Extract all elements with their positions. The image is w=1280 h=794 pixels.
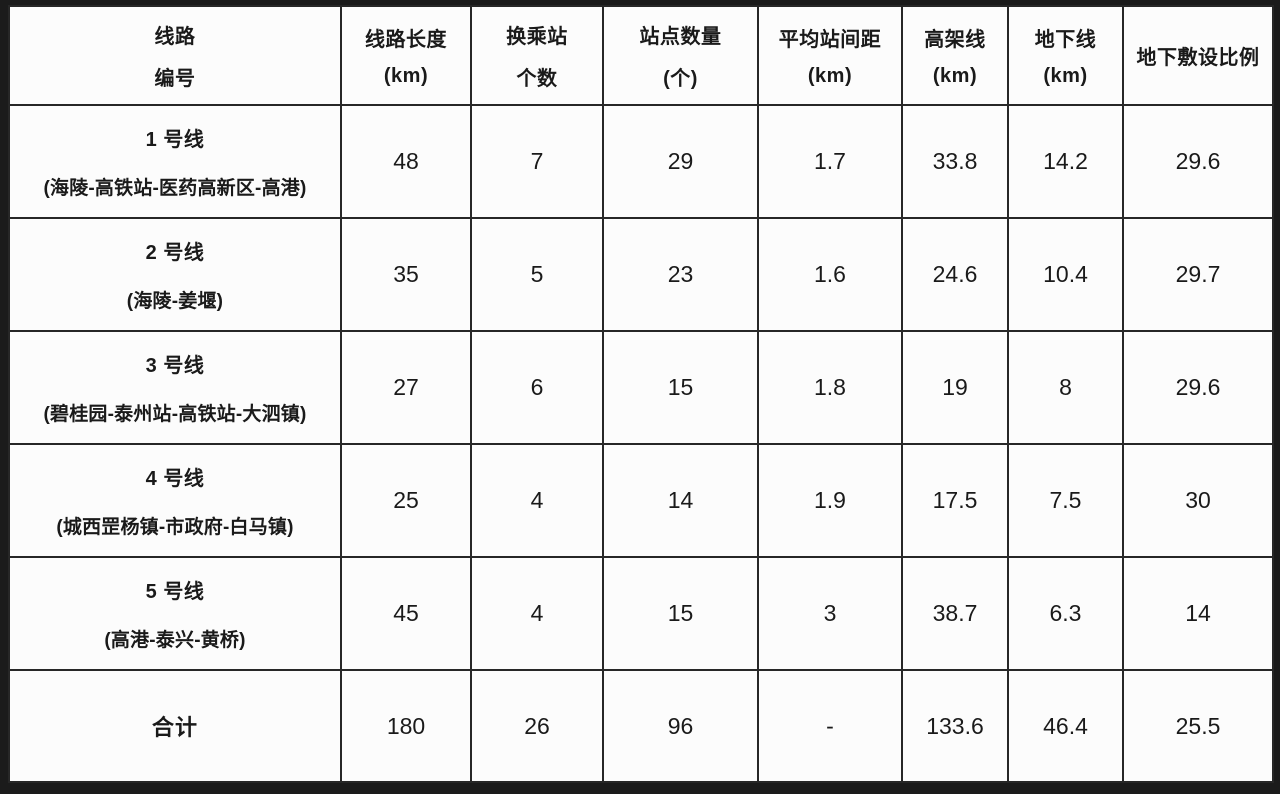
line-route: (海陵-高铁站-医药高新区-高港) [43, 178, 307, 199]
metro-lines-table: 线路 编号 线路长度 (km) 换乘站 个数 [8, 5, 1274, 783]
line-3-ratio: 29.6 [1122, 330, 1274, 445]
line-1-length: 48 [340, 104, 472, 219]
line-3-label: 3 号线 (碧桂园-泰州站-高铁站-大泗镇) [8, 330, 342, 445]
line-1-transfer: 7 [470, 104, 604, 219]
line-5-underground: 6.3 [1007, 556, 1124, 671]
total-length: 180 [340, 669, 472, 783]
line-3-transfer: 6 [470, 330, 604, 445]
header-row: 线路 编号 线路长度 (km) 换乘站 个数 [8, 5, 1274, 106]
total-spacing: - [757, 669, 903, 783]
line-name: 5 号线 [145, 581, 205, 603]
header-station-count-line1: 站点数量 [639, 26, 722, 48]
header-underground-line1: 地下线 [1034, 29, 1097, 51]
line-5-stations: 15 [602, 556, 759, 671]
line-4-length: 25 [340, 443, 472, 558]
header-elevated: 高架线 (km) [901, 5, 1009, 106]
line-1-spacing: 1.7 [757, 104, 903, 219]
header-length: 线路长度 (km) [340, 5, 472, 106]
table-row-line-2: 2 号线 (海陵-姜堰) 35 5 23 1.6 24.6 10.4 29.7 [8, 217, 1274, 332]
total-stations: 96 [602, 669, 759, 783]
line-2-spacing: 1.6 [757, 217, 903, 332]
line-name: 3 号线 [145, 355, 205, 377]
line-1-stations: 29 [602, 104, 759, 219]
line-4-elevated: 17.5 [901, 443, 1009, 558]
header-line-number-line2: 编号 [154, 68, 196, 90]
header-underground: 地下线 (km) [1007, 5, 1124, 106]
line-2-ratio: 29.7 [1122, 217, 1274, 332]
header-transfer-line1: 换乘站 [506, 26, 568, 48]
line-1-label: 1 号线 (海陵-高铁站-医药高新区-高港) [8, 104, 342, 219]
line-4-underground: 7.5 [1007, 443, 1124, 558]
table-row-line-1: 1 号线 (海陵-高铁站-医药高新区-高港) 48 7 29 1.7 33.8 … [8, 104, 1274, 219]
header-elevated-line2: (km) [932, 65, 978, 87]
line-name: 1 号线 [145, 129, 205, 151]
header-length-line1: 线路长度 [365, 29, 447, 51]
line-route: (海陵-姜堰) [126, 291, 224, 312]
header-line-number: 线路 编号 [8, 5, 342, 106]
line-2-underground: 10.4 [1007, 217, 1124, 332]
header-underground-ratio-line1: 地下敷设比例 [1136, 47, 1260, 69]
table-row-line-3: 3 号线 (碧桂园-泰州站-高铁站-大泗镇) 27 6 15 1.8 19 8 … [8, 330, 1274, 445]
total-elevated: 133.6 [901, 669, 1009, 783]
total-label: 合计 [8, 669, 342, 783]
line-4-label: 4 号线 (城西罡杨镇-市政府-白马镇) [8, 443, 342, 558]
table-row-line-4: 4 号线 (城西罡杨镇-市政府-白马镇) 25 4 14 1.9 17.5 7.… [8, 443, 1274, 558]
header-length-line2: (km) [383, 65, 429, 87]
line-5-transfer: 4 [470, 556, 604, 671]
line-5-spacing: 3 [757, 556, 903, 671]
line-3-length: 27 [340, 330, 472, 445]
header-station-count-line2: (个) [663, 68, 698, 90]
line-name: 4 号线 [145, 468, 205, 490]
header-avg-spacing-line2: (km) [807, 65, 853, 87]
header-avg-spacing-line1: 平均站间距 [778, 29, 882, 51]
header-avg-spacing: 平均站间距 (km) [757, 5, 903, 106]
line-3-elevated: 19 [901, 330, 1009, 445]
line-route: (碧桂园-泰州站-高铁站-大泗镇) [43, 404, 307, 425]
line-4-transfer: 4 [470, 443, 604, 558]
line-5-elevated: 38.7 [901, 556, 1009, 671]
header-transfer-stations: 换乘站 个数 [470, 5, 604, 106]
line-2-stations: 23 [602, 217, 759, 332]
line-2-elevated: 24.6 [901, 217, 1009, 332]
line-5-length: 45 [340, 556, 472, 671]
header-elevated-line1: 高架线 [924, 29, 986, 51]
total-ratio: 25.5 [1122, 669, 1274, 783]
total-transfer: 26 [470, 669, 604, 783]
line-3-stations: 15 [602, 330, 759, 445]
line-1-ratio: 29.6 [1122, 104, 1274, 219]
line-route: (城西罡杨镇-市政府-白马镇) [56, 517, 294, 538]
line-3-spacing: 1.8 [757, 330, 903, 445]
line-1-underground: 14.2 [1007, 104, 1124, 219]
line-3-underground: 8 [1007, 330, 1124, 445]
line-2-transfer: 5 [470, 217, 604, 332]
line-name: 2 号线 [145, 242, 205, 264]
header-station-count: 站点数量 (个) [602, 5, 759, 106]
line-4-stations: 14 [602, 443, 759, 558]
line-4-ratio: 30 [1122, 443, 1274, 558]
line-4-spacing: 1.9 [757, 443, 903, 558]
total-underground: 46.4 [1007, 669, 1124, 783]
header-underground-ratio: 地下敷设比例 [1122, 5, 1274, 106]
line-5-ratio: 14 [1122, 556, 1274, 671]
line-2-label: 2 号线 (海陵-姜堰) [8, 217, 342, 332]
line-route: (高港-泰兴-黄桥) [104, 630, 246, 651]
line-1-elevated: 33.8 [901, 104, 1009, 219]
header-underground-line2: (km) [1043, 65, 1088, 87]
table-row-total: 合计 180 26 96 - 133.6 46.4 25.5 [8, 669, 1274, 783]
line-5-label: 5 号线 (高港-泰兴-黄桥) [8, 556, 342, 671]
header-transfer-line2: 个数 [516, 68, 558, 90]
line-2-length: 35 [340, 217, 472, 332]
table-row-line-5: 5 号线 (高港-泰兴-黄桥) 45 4 15 3 38.7 6.3 14 [8, 556, 1274, 671]
header-line-number-line1: 线路 [154, 26, 196, 48]
